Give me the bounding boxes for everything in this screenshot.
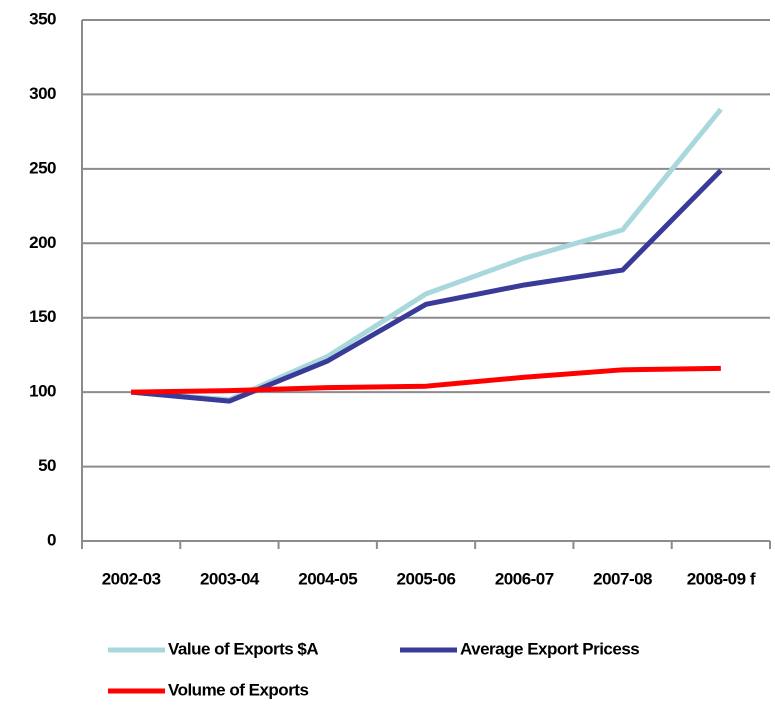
x-tick-label: 2005-06	[397, 569, 456, 588]
series-line	[130, 107, 723, 403]
y-tick-label: 250	[29, 158, 56, 177]
x-tick-label: 2003-04	[200, 569, 260, 588]
series-line	[130, 168, 723, 404]
x-tick-label: 2008-09 f	[687, 569, 756, 588]
legend-label: Volume of Exports	[168, 680, 308, 699]
legend-label: Value of Exports $A	[168, 639, 318, 658]
x-tick-label: 2006-07	[495, 569, 554, 588]
y-tick-label: 50	[38, 456, 56, 475]
y-tick-label: 100	[29, 382, 56, 401]
x-tick-label: 2007-08	[593, 569, 652, 588]
x-tick-label: 2004-05	[298, 569, 357, 588]
y-tick-label: 300	[29, 84, 56, 103]
y-tick-label: 200	[29, 233, 56, 252]
legend-label: Average Export Pricess	[460, 639, 639, 658]
y-tick-label: 150	[29, 307, 56, 326]
series-line	[131, 365, 721, 395]
y-tick-label: 350	[29, 9, 56, 28]
y-tick-label: 0	[47, 530, 56, 549]
x-tick-label: 2002-03	[102, 569, 161, 588]
